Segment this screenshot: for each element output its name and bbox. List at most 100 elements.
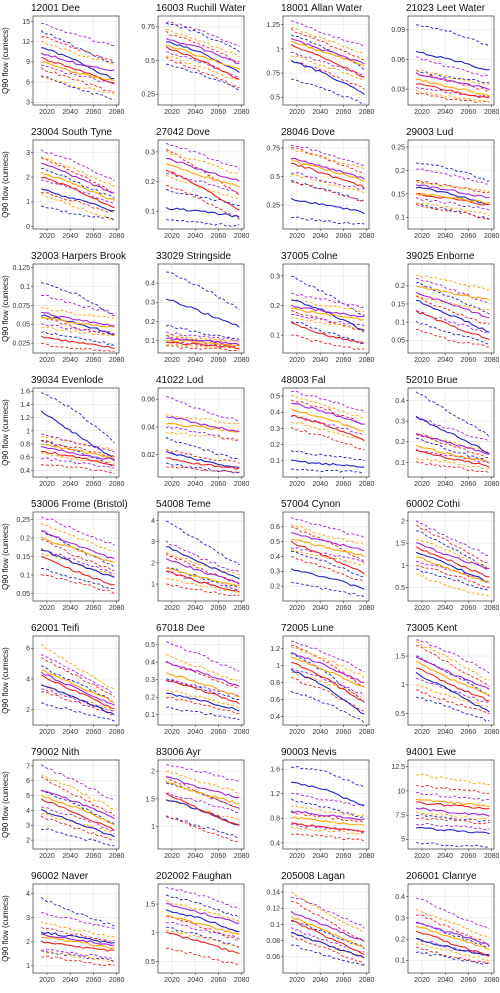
series-line-orange xyxy=(415,444,490,464)
x-tick-label: 2060 xyxy=(461,729,477,736)
band-line-orange-lo xyxy=(416,202,490,217)
series-line-purple xyxy=(165,558,240,584)
chart-title: 90003 Nevis xyxy=(281,747,337,758)
band-line-orange-hi xyxy=(165,900,240,923)
band-line-purple-lo xyxy=(40,323,115,335)
plot-area xyxy=(165,142,240,227)
y-tick-label: 0.6 xyxy=(270,697,280,704)
series-line-purple xyxy=(415,184,490,199)
series-line-red xyxy=(165,45,240,80)
band-line-orange-lo xyxy=(165,799,240,820)
plot-area xyxy=(290,20,365,104)
band-line-purple-hi xyxy=(40,516,115,546)
band-line-blue-hi xyxy=(416,530,490,570)
y-tick-label: 0.4 xyxy=(395,894,405,901)
x-tick-label: 2020 xyxy=(414,977,430,984)
chart-panel: 27042 Dove 2020 2040 2060 2080 0.1 0.2 0.3 xyxy=(125,124,250,248)
y-axis-label: Q90 flow (cumecs) xyxy=(1,399,10,466)
band-line-red-lo xyxy=(291,334,365,351)
band-line-blue-hi xyxy=(415,281,490,315)
chart-title: 79002 Nith xyxy=(31,747,79,758)
band-line-blue-hi xyxy=(165,22,240,53)
band-line-purple-hi xyxy=(290,896,365,929)
band-line-purple-lo xyxy=(41,688,115,712)
series-line-orange xyxy=(290,915,365,949)
band-line-orange-hi xyxy=(291,394,365,419)
x-tick-label: 2060 xyxy=(336,481,352,488)
x-tick-label: 2020 xyxy=(289,481,305,488)
series-line-orange xyxy=(290,40,365,67)
band-line-purple-lo xyxy=(415,86,490,98)
y-tick-label: 0.5 xyxy=(145,959,155,966)
band-line-orange-lo xyxy=(415,295,490,311)
x-tick-label: 2020 xyxy=(414,729,430,736)
series-line-blue xyxy=(290,197,365,215)
chart-title: 67018 Dee xyxy=(156,623,205,634)
y-axis-label: Q90 flow (cumecs) xyxy=(1,275,10,342)
band-line-orange-hi xyxy=(415,69,490,86)
y-tick-label: 0.025 xyxy=(12,341,30,348)
y-tick-label: 4 xyxy=(151,518,155,525)
series-line-purple xyxy=(40,445,115,462)
series-line-red xyxy=(290,43,365,78)
plot-area xyxy=(165,520,240,597)
series-line-blue xyxy=(40,549,115,578)
x-tick-label: 2040 xyxy=(62,729,78,736)
x-tick-label: 2060 xyxy=(461,357,477,364)
plot-frame xyxy=(282,15,370,106)
band-line-blue-hi xyxy=(41,167,115,199)
series-line-blue xyxy=(40,410,115,461)
series-line-blue xyxy=(416,299,490,333)
y-tick-label: 0.2 xyxy=(20,535,30,542)
y-tick-label: 0.02 xyxy=(141,452,155,459)
plot-frame xyxy=(407,883,495,974)
series-line-blue xyxy=(415,672,490,713)
x-tick-label: 2080 xyxy=(484,729,500,736)
plot-frame xyxy=(32,387,120,478)
chart-title: 72005 Lune xyxy=(281,623,334,634)
x-tick-label: 2020 xyxy=(414,357,430,364)
x-tick-label: 2020 xyxy=(39,481,55,488)
chart-title: 28046 Dove xyxy=(281,127,335,138)
plot-background xyxy=(33,388,119,477)
band-line-orange-lo xyxy=(165,174,240,199)
band-line-red-lo xyxy=(40,464,115,474)
plot-frame xyxy=(157,759,245,850)
band-line-orange-hi xyxy=(290,645,365,679)
band-line-red-lo xyxy=(290,426,365,451)
plot-area xyxy=(40,516,115,595)
series-line-red xyxy=(290,661,365,703)
plot-area xyxy=(290,516,365,598)
chart-panel: 94001 Ewe 2020 2040 2060 2080 5 7.5 10 12.5 xyxy=(375,744,500,868)
x-tick-label: 2040 xyxy=(187,109,203,116)
y-tick-label: 0.3 xyxy=(395,419,405,426)
band-line-blue-hi xyxy=(291,550,365,578)
chart-title: 16003 Ruchill Water xyxy=(156,3,246,14)
series-line-red xyxy=(415,449,490,468)
chart-panel: 29003 Lud 2020 2040 2060 2080 0.1 0.15 0.2 0.25 xyxy=(375,124,500,248)
band-line-red-hi xyxy=(40,657,115,698)
band-line-blue-lo xyxy=(40,439,115,467)
series-line-orange xyxy=(290,656,365,688)
band-line-blue-hi xyxy=(166,271,240,311)
chart-svg: 79002 Nith Q90 flow (cumecs) 2020 2040 2060 2… xyxy=(1,747,125,860)
band-line-orange-hi xyxy=(165,552,240,576)
y-tick-label: 0.25 xyxy=(391,144,405,151)
y-tick-label: 1 xyxy=(401,563,405,570)
band-line-orange-lo xyxy=(40,812,115,835)
x-tick-label: 2020 xyxy=(289,357,305,364)
band-line-orange-hi xyxy=(41,774,115,810)
x-tick-label: 2080 xyxy=(234,729,250,736)
plot-frame xyxy=(407,139,495,230)
band-line-purple-hi xyxy=(290,292,365,309)
band-line-blue-lo xyxy=(291,468,365,473)
chart-svg: 57004 Cynon 2020 2040 2060 2080 0.2 0.3 0.4 0.5 0… xyxy=(270,499,374,612)
band-line-red-lo xyxy=(40,815,115,841)
band-line-red-hi xyxy=(165,553,240,585)
x-tick-label: 2020 xyxy=(164,853,180,860)
x-tick-label: 2080 xyxy=(359,481,375,488)
plot-frame xyxy=(157,263,245,354)
chart-title: 18001 Allan Water xyxy=(281,3,363,14)
chart-panel: 206001 Clanrye 2020 2040 2060 2080 0.1 0.2 0.3 0… xyxy=(375,868,500,992)
series-line-orange xyxy=(416,78,490,97)
